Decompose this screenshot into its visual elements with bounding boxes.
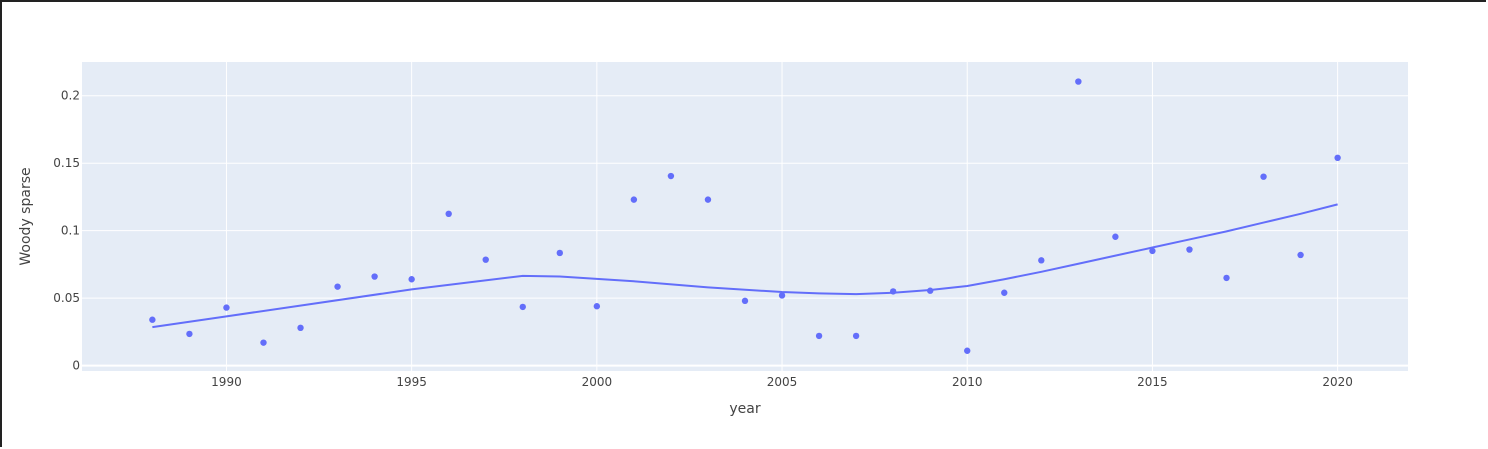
- data-point[interactable]: [964, 347, 971, 354]
- data-point[interactable]: [667, 172, 675, 180]
- data-point[interactable]: [519, 303, 526, 311]
- data-point[interactable]: [1038, 257, 1045, 264]
- data-point[interactable]: [297, 324, 304, 332]
- data-point[interactable]: [482, 256, 489, 263]
- y-tick-label: 0.05: [53, 291, 80, 305]
- y-tick-label: 0.2: [61, 89, 80, 103]
- data-point[interactable]: [593, 303, 601, 310]
- data-point[interactable]: [1223, 274, 1230, 282]
- data-point[interactable]: [223, 304, 230, 311]
- y-tick-labels: 0 0.05 0.1 0.15 0.2: [53, 89, 80, 373]
- x-tick-labels: 1990 1995 2000 2005 2010 2015 2020: [211, 375, 1353, 389]
- x-axis-title: year: [729, 401, 760, 417]
- plot-background: [82, 62, 1408, 371]
- data-point[interactable]: [556, 249, 563, 257]
- y-tick-label: 0.1: [61, 224, 80, 238]
- x-tick-label: 2000: [582, 375, 613, 389]
- x-tick-label: 1995: [396, 375, 427, 389]
- data-point[interactable]: [149, 316, 156, 323]
- data-point[interactable]: [815, 332, 823, 340]
- data-point[interactable]: [1260, 173, 1267, 180]
- data-point[interactable]: [1075, 78, 1082, 85]
- data-point[interactable]: [1297, 251, 1304, 259]
- y-axis-title: Woody sparse: [18, 167, 34, 265]
- data-point[interactable]: [741, 297, 749, 305]
- y-tick-label: 0.15: [53, 156, 80, 170]
- data-point[interactable]: [927, 287, 934, 294]
- data-point[interactable]: [334, 283, 341, 290]
- grid-lines: [82, 62, 1408, 371]
- data-point[interactable]: [1186, 246, 1193, 253]
- data-point[interactable]: [371, 273, 378, 280]
- y-tick-label: 0: [72, 359, 80, 373]
- data-point[interactable]: [1001, 289, 1008, 296]
- data-point[interactable]: [1334, 154, 1341, 161]
- data-point[interactable]: [260, 339, 267, 346]
- x-tick-label: 2010: [952, 375, 983, 389]
- data-point[interactable]: [778, 292, 786, 299]
- data-point[interactable]: [408, 276, 415, 283]
- data-point[interactable]: [1149, 247, 1156, 255]
- data-point[interactable]: [186, 330, 193, 338]
- data-point[interactable]: [889, 288, 897, 295]
- data-point[interactable]: [445, 210, 452, 217]
- x-tick-label: 2020: [1322, 375, 1353, 389]
- data-point[interactable]: [1112, 233, 1119, 240]
- data-point[interactable]: [630, 196, 638, 203]
- series: [149, 78, 1341, 354]
- x-tick-label: 2015: [1137, 375, 1168, 389]
- x-tick-label: 1990: [211, 375, 242, 389]
- data-point[interactable]: [852, 332, 860, 340]
- x-tick-label: 2005: [767, 375, 798, 389]
- data-point[interactable]: [704, 196, 712, 203]
